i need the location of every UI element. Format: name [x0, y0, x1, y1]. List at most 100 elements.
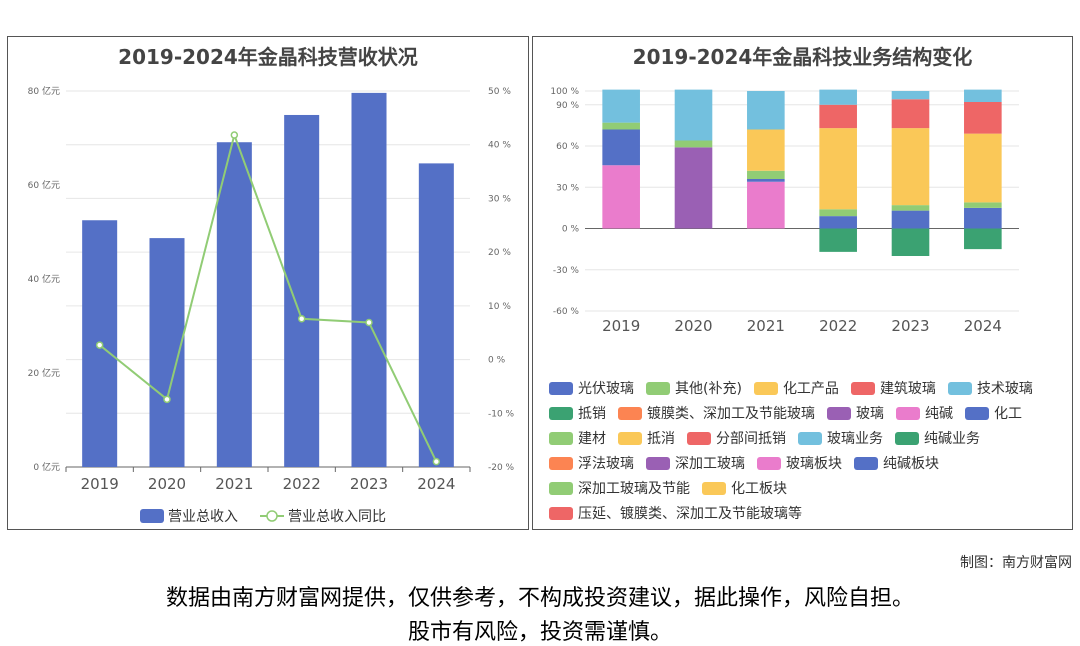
stack-segment — [602, 129, 640, 166]
revenue-bar — [418, 163, 454, 467]
legend-item: 抵销 — [549, 403, 606, 423]
legend-swatch — [646, 456, 670, 470]
disclaimer-line-1: 数据由南方财富网提供，仅供参考，不构成投资建议，据此操作，风险自担。 — [165, 586, 914, 611]
legend-label: 玻璃板块 — [786, 456, 842, 472]
legend-swatch — [618, 431, 642, 445]
stack-segment — [674, 147, 713, 229]
stack-segment — [964, 207, 1002, 229]
growth-point — [230, 131, 239, 139]
legend-item: 纯碱业务 — [895, 428, 980, 448]
revenue-chart-panel: 2019-2024年金晶科技营收状况 -20 % -10 % 0 % 10 % 20 %… — [7, 36, 529, 530]
right-axis-tick-label: 20 % — [488, 248, 511, 258]
stack-segment — [964, 133, 1002, 203]
stack-segment — [819, 228, 857, 252]
x-axis-label: 2023 — [891, 317, 929, 335]
legend-swatch — [646, 381, 670, 395]
left-axis-tick-label: 20 亿元 — [28, 367, 60, 379]
legend-item: 建材 — [549, 428, 606, 448]
stack-segment — [602, 89, 640, 123]
stack-segment — [674, 89, 713, 141]
x-axis-label: 2024 — [417, 475, 455, 493]
legend-item: 抵消 — [618, 428, 675, 448]
disclaimer-line-2: 股市有风险，投资需谨慎。 — [407, 620, 672, 645]
revenue-chart-svg: -20 % -10 % 0 % 10 % 20 % 30 % 40 % 50 % 0 亿元 20 … — [28, 85, 515, 525]
legend-swatch — [702, 481, 726, 495]
legend-swatch — [757, 456, 781, 470]
y-axis-tick-label: 30 % — [556, 183, 579, 193]
legend-label: 镀膜类、深加工及节能玻璃 — [647, 406, 815, 422]
legend-swatch — [854, 456, 878, 470]
revenue-chart-title: 2019-2024年金晶科技营收状况 — [118, 45, 418, 69]
stack-segment — [964, 202, 1002, 208]
growth-point — [297, 314, 306, 323]
legend-item: 技术玻璃 — [947, 378, 1033, 398]
stack-segment — [964, 89, 1002, 102]
legend-label: 压延、镀膜类、深加工及节能玻璃等 — [578, 506, 802, 522]
legend-label: 化工 — [994, 406, 1022, 422]
x-axis-label: 2021 — [215, 475, 253, 493]
stack-segment — [964, 102, 1002, 134]
right-axis-tick-label: 30 % — [488, 194, 511, 204]
legend-label: 化工产品 — [782, 381, 839, 397]
stack-segment — [747, 91, 785, 130]
structure-chart-panel: 2019-2024年金晶科技业务结构变化 -60 % -30 % 0 % 30 % 60… — [532, 36, 1073, 530]
y-axis-tick-label: 60 % — [556, 142, 579, 152]
legend-row: 光伏玻璃 其他(补充) 化工产品 建筑玻璃 技术玻璃 — [549, 378, 1045, 399]
y-axis-tick-label: -60 % — [553, 307, 580, 317]
legend-swatch — [798, 431, 822, 445]
legend-swatch — [549, 456, 573, 470]
revenue-bar — [351, 92, 387, 467]
y-axis-tick-label: 0 % — [562, 225, 580, 235]
stack-segment — [747, 181, 785, 229]
legend-item: 玻璃业务 — [798, 428, 883, 448]
legend-label: 纯碱业务 — [924, 431, 980, 447]
legend-item: 纯碱板块 — [854, 453, 939, 473]
legend-swatch — [549, 481, 573, 495]
legend-row: 深加工玻璃及节能 化工板块 — [549, 478, 799, 499]
stack-segment — [747, 129, 785, 171]
stack-segment — [819, 89, 857, 105]
legend-label: 纯碱板块 — [883, 456, 939, 472]
right-axis-tick-label: -20 % — [488, 463, 515, 473]
revenue-bar — [216, 142, 252, 467]
stack-segment — [747, 179, 785, 182]
growth-point — [163, 395, 171, 404]
legend-swatch — [896, 406, 920, 420]
legend-label: 深加工玻璃及节能 — [578, 481, 690, 497]
x-axis-label: 2021 — [747, 317, 785, 335]
legend-label: 建材 — [578, 431, 606, 447]
legend-label: 建筑玻璃 — [879, 381, 936, 397]
legend-swatch — [549, 506, 573, 520]
legend-swatch — [618, 406, 642, 420]
stack-segment — [891, 210, 930, 229]
legend-row: 建材 抵消 分部间抵销 玻璃业务 纯碱业务 — [549, 428, 992, 449]
stack-segment — [819, 216, 857, 229]
legend-swatch — [965, 406, 989, 420]
legend-label: 玻璃 — [856, 406, 884, 422]
legend-swatch-growth-point — [266, 510, 278, 522]
x-axis-label: 2019 — [81, 475, 119, 493]
right-axis-tick-label: -10 % — [488, 409, 515, 419]
structure-chart-svg: -60 % -30 % 0 % 30 % 60 % 90 % 100 % 2019 2020 20… — [550, 87, 1019, 335]
legend-item: 镀膜类、深加工及节能玻璃 — [618, 403, 815, 423]
x-axis-label: 2022 — [283, 475, 321, 493]
legend-swatch — [753, 381, 778, 395]
x-axis-label: 2020 — [674, 317, 712, 335]
legend-swatch — [947, 381, 972, 395]
right-axis-tick-label: 40 % — [488, 141, 511, 151]
growth-point — [95, 341, 104, 349]
legend-label-revenue: 营业总收入 — [168, 509, 238, 525]
legend-swatch — [549, 431, 573, 445]
legend-label: 光伏玻璃 — [578, 381, 634, 397]
legend-swatch — [827, 406, 851, 420]
stack-segment — [891, 99, 930, 129]
legend-label: 浮法玻璃 — [578, 456, 634, 472]
structure-chart-title: 2019-2024年金晶科技业务结构变化 — [632, 45, 973, 69]
left-axis-tick-label: 80 亿元 — [28, 85, 60, 97]
legend-item: 分部间抵销 — [687, 428, 786, 448]
stack-segment — [891, 91, 930, 100]
legend-row: 压延、镀膜类、深加工及节能玻璃等 — [549, 503, 814, 524]
stack-segment — [891, 205, 930, 211]
legend-item: 玻璃板块 — [757, 453, 842, 473]
right-axis-tick-label: 50 % — [488, 87, 511, 97]
